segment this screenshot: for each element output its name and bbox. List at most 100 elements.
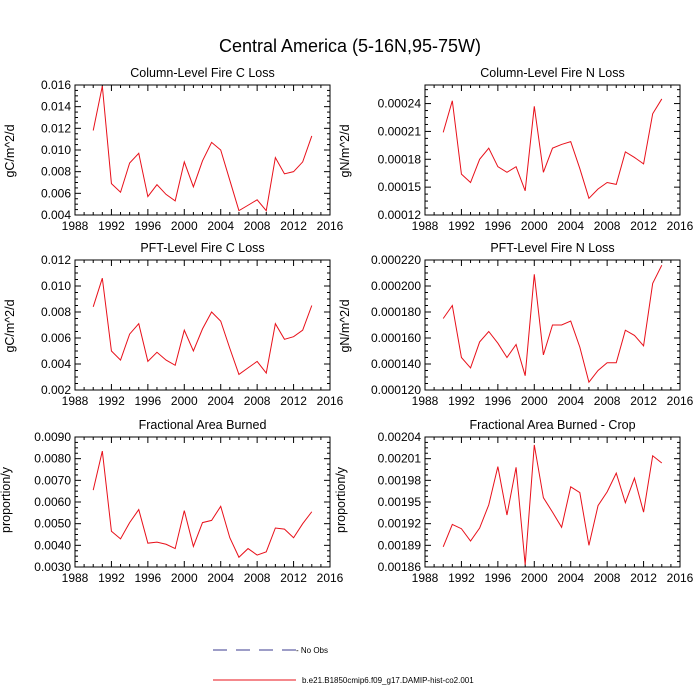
x-tick-label: 2016 (667, 394, 694, 408)
x-tick-label: 1988 (62, 571, 89, 585)
x-tick-label: 1996 (485, 394, 512, 408)
x-tick-label: 2008 (594, 571, 621, 585)
x-tick-label: 1988 (62, 219, 89, 233)
x-tick-label: 2012 (280, 219, 307, 233)
panel-pft-fire-c-loss: PFT-Level Fire C Loss gC/m^2/d 1988 1992 1… (3, 241, 344, 408)
x-tick-label: 1992 (98, 394, 125, 408)
x-tick-label: 2000 (521, 219, 548, 233)
y-tick-label: 0.00015 (378, 180, 422, 194)
y-tick-label: 0.00192 (378, 517, 422, 531)
x-tick-label: 2008 (594, 394, 621, 408)
y-tick-label: 0.0080 (34, 452, 71, 466)
series-line (92, 85, 313, 212)
panel-title: Column-Level Fire N Loss (480, 66, 625, 80)
x-tick-label: 1996 (135, 219, 162, 233)
y-tick-label: 0.00186 (378, 560, 422, 574)
x-tick-label: 1988 (412, 394, 439, 408)
y-tick-label: 0.000120 (371, 383, 421, 397)
x-tick-label: 1988 (412, 219, 439, 233)
panel-column-fire-c-loss: Column-Level Fire C Loss gC/m^2/d 1988 19… (3, 66, 344, 233)
y-tick-label: 0.00189 (378, 538, 422, 552)
x-tick-label: 1992 (98, 571, 125, 585)
y-tick-label: 0.00018 (378, 152, 422, 166)
x-tick-label: 2016 (317, 394, 344, 408)
y-tick-label: 0.010 (41, 279, 71, 293)
x-tick-label: 2012 (630, 394, 657, 408)
series-line (92, 278, 313, 376)
x-tick-label: 2000 (171, 219, 198, 233)
x-tick-label: 2012 (630, 219, 657, 233)
legend-noobs-label: - No Obs (296, 646, 328, 655)
y-axis-label: proportion/y (0, 466, 13, 533)
y-tick-label: 0.008 (41, 305, 71, 319)
x-tick-label: 2000 (521, 394, 548, 408)
y-axis-label: proportion/y (334, 466, 348, 533)
x-tick-label: 1996 (135, 394, 162, 408)
y-tick-label: 0.0050 (34, 517, 71, 531)
y-tick-label: 0.004 (41, 208, 71, 222)
panel-title: PFT-Level Fire C Loss (140, 241, 264, 255)
plot-frame (74, 436, 331, 568)
panel-column-fire-n-loss: Column-Level Fire N Loss gN/m^2/d 1988 19… (338, 66, 694, 233)
panel-fractional-area-burned-crop: Fractional Area Burned - Crop proportion… (334, 418, 694, 585)
y-tick-label: 0.012 (41, 253, 71, 267)
y-tick-label: 0.0060 (34, 495, 71, 509)
x-tick-label: 2004 (557, 394, 584, 408)
x-tick-label: 2008 (244, 394, 271, 408)
y-tick-label: 0.008 (41, 165, 71, 179)
panel-fractional-area-burned: Fractional Area Burned proportion/y 1988… (0, 418, 344, 585)
legend-series-label: b.e21.B1850cmip6.f09_g17.DAMIP-hist-co2.… (302, 676, 474, 685)
figure-title: Central America (5-16N,95-75W) (219, 36, 481, 56)
x-tick-label: 2004 (557, 219, 584, 233)
y-tick-label: 0.00201 (378, 452, 422, 466)
series-line (442, 444, 663, 565)
x-tick-label: 2016 (317, 219, 344, 233)
y-tick-label: 0.00195 (378, 495, 422, 509)
y-tick-label: 0.0070 (34, 473, 71, 487)
y-tick-label: 0.00024 (378, 97, 422, 111)
x-tick-label: 2016 (317, 571, 344, 585)
legend: - No Obs b.e21.B1850cmip6.f09_g17.DAMIP-… (213, 646, 474, 685)
x-tick-label: 2012 (280, 571, 307, 585)
x-tick-label: 2008 (244, 571, 271, 585)
x-tick-label: 1988 (412, 571, 439, 585)
x-tick-label: 1996 (485, 571, 512, 585)
plot-frame (74, 84, 331, 216)
x-tick-label: 1996 (485, 219, 512, 233)
y-tick-label: 0.00021 (378, 124, 422, 138)
x-tick-label: 2008 (594, 219, 621, 233)
y-tick-label: 0.000140 (371, 357, 421, 371)
x-tick-label: 2004 (207, 219, 234, 233)
x-tick-label: 1992 (98, 219, 125, 233)
y-axis-label: gC/m^2/d (3, 299, 17, 352)
x-tick-label: 2012 (280, 394, 307, 408)
y-tick-label: 0.004 (41, 357, 71, 371)
panel-pft-fire-n-loss: PFT-Level Fire N Loss gN/m^2/d 1988 1992 1… (338, 241, 694, 408)
x-tick-label: 2000 (171, 394, 198, 408)
y-tick-label: 0.0030 (34, 560, 71, 574)
x-tick-label: 2016 (667, 219, 694, 233)
y-tick-label: 0.000220 (371, 253, 421, 267)
plot-frame (74, 259, 331, 391)
x-tick-label: 1992 (448, 394, 475, 408)
y-tick-label: 0.00204 (378, 430, 422, 444)
y-tick-label: 0.012 (41, 121, 71, 135)
panel-title: Fractional Area Burned (139, 418, 267, 432)
panel-title: PFT-Level Fire N Loss (490, 241, 614, 255)
y-tick-label: 0.0090 (34, 430, 71, 444)
y-axis-label: gN/m^2/d (338, 124, 352, 177)
panel-title: Fractional Area Burned - Crop (469, 418, 635, 432)
y-tick-label: 0.00198 (378, 473, 422, 487)
x-tick-label: 2016 (667, 571, 694, 585)
y-tick-label: 0.000180 (371, 305, 421, 319)
y-tick-label: 0.010 (41, 143, 71, 157)
x-tick-label: 2004 (557, 571, 584, 585)
y-tick-label: 0.000200 (371, 279, 421, 293)
y-tick-label: 0.016 (41, 78, 71, 92)
x-tick-label: 1992 (448, 219, 475, 233)
plot-frame (424, 436, 681, 568)
panel-title: Column-Level Fire C Loss (130, 66, 275, 80)
y-tick-label: 0.014 (41, 100, 71, 114)
x-tick-label: 1992 (448, 571, 475, 585)
